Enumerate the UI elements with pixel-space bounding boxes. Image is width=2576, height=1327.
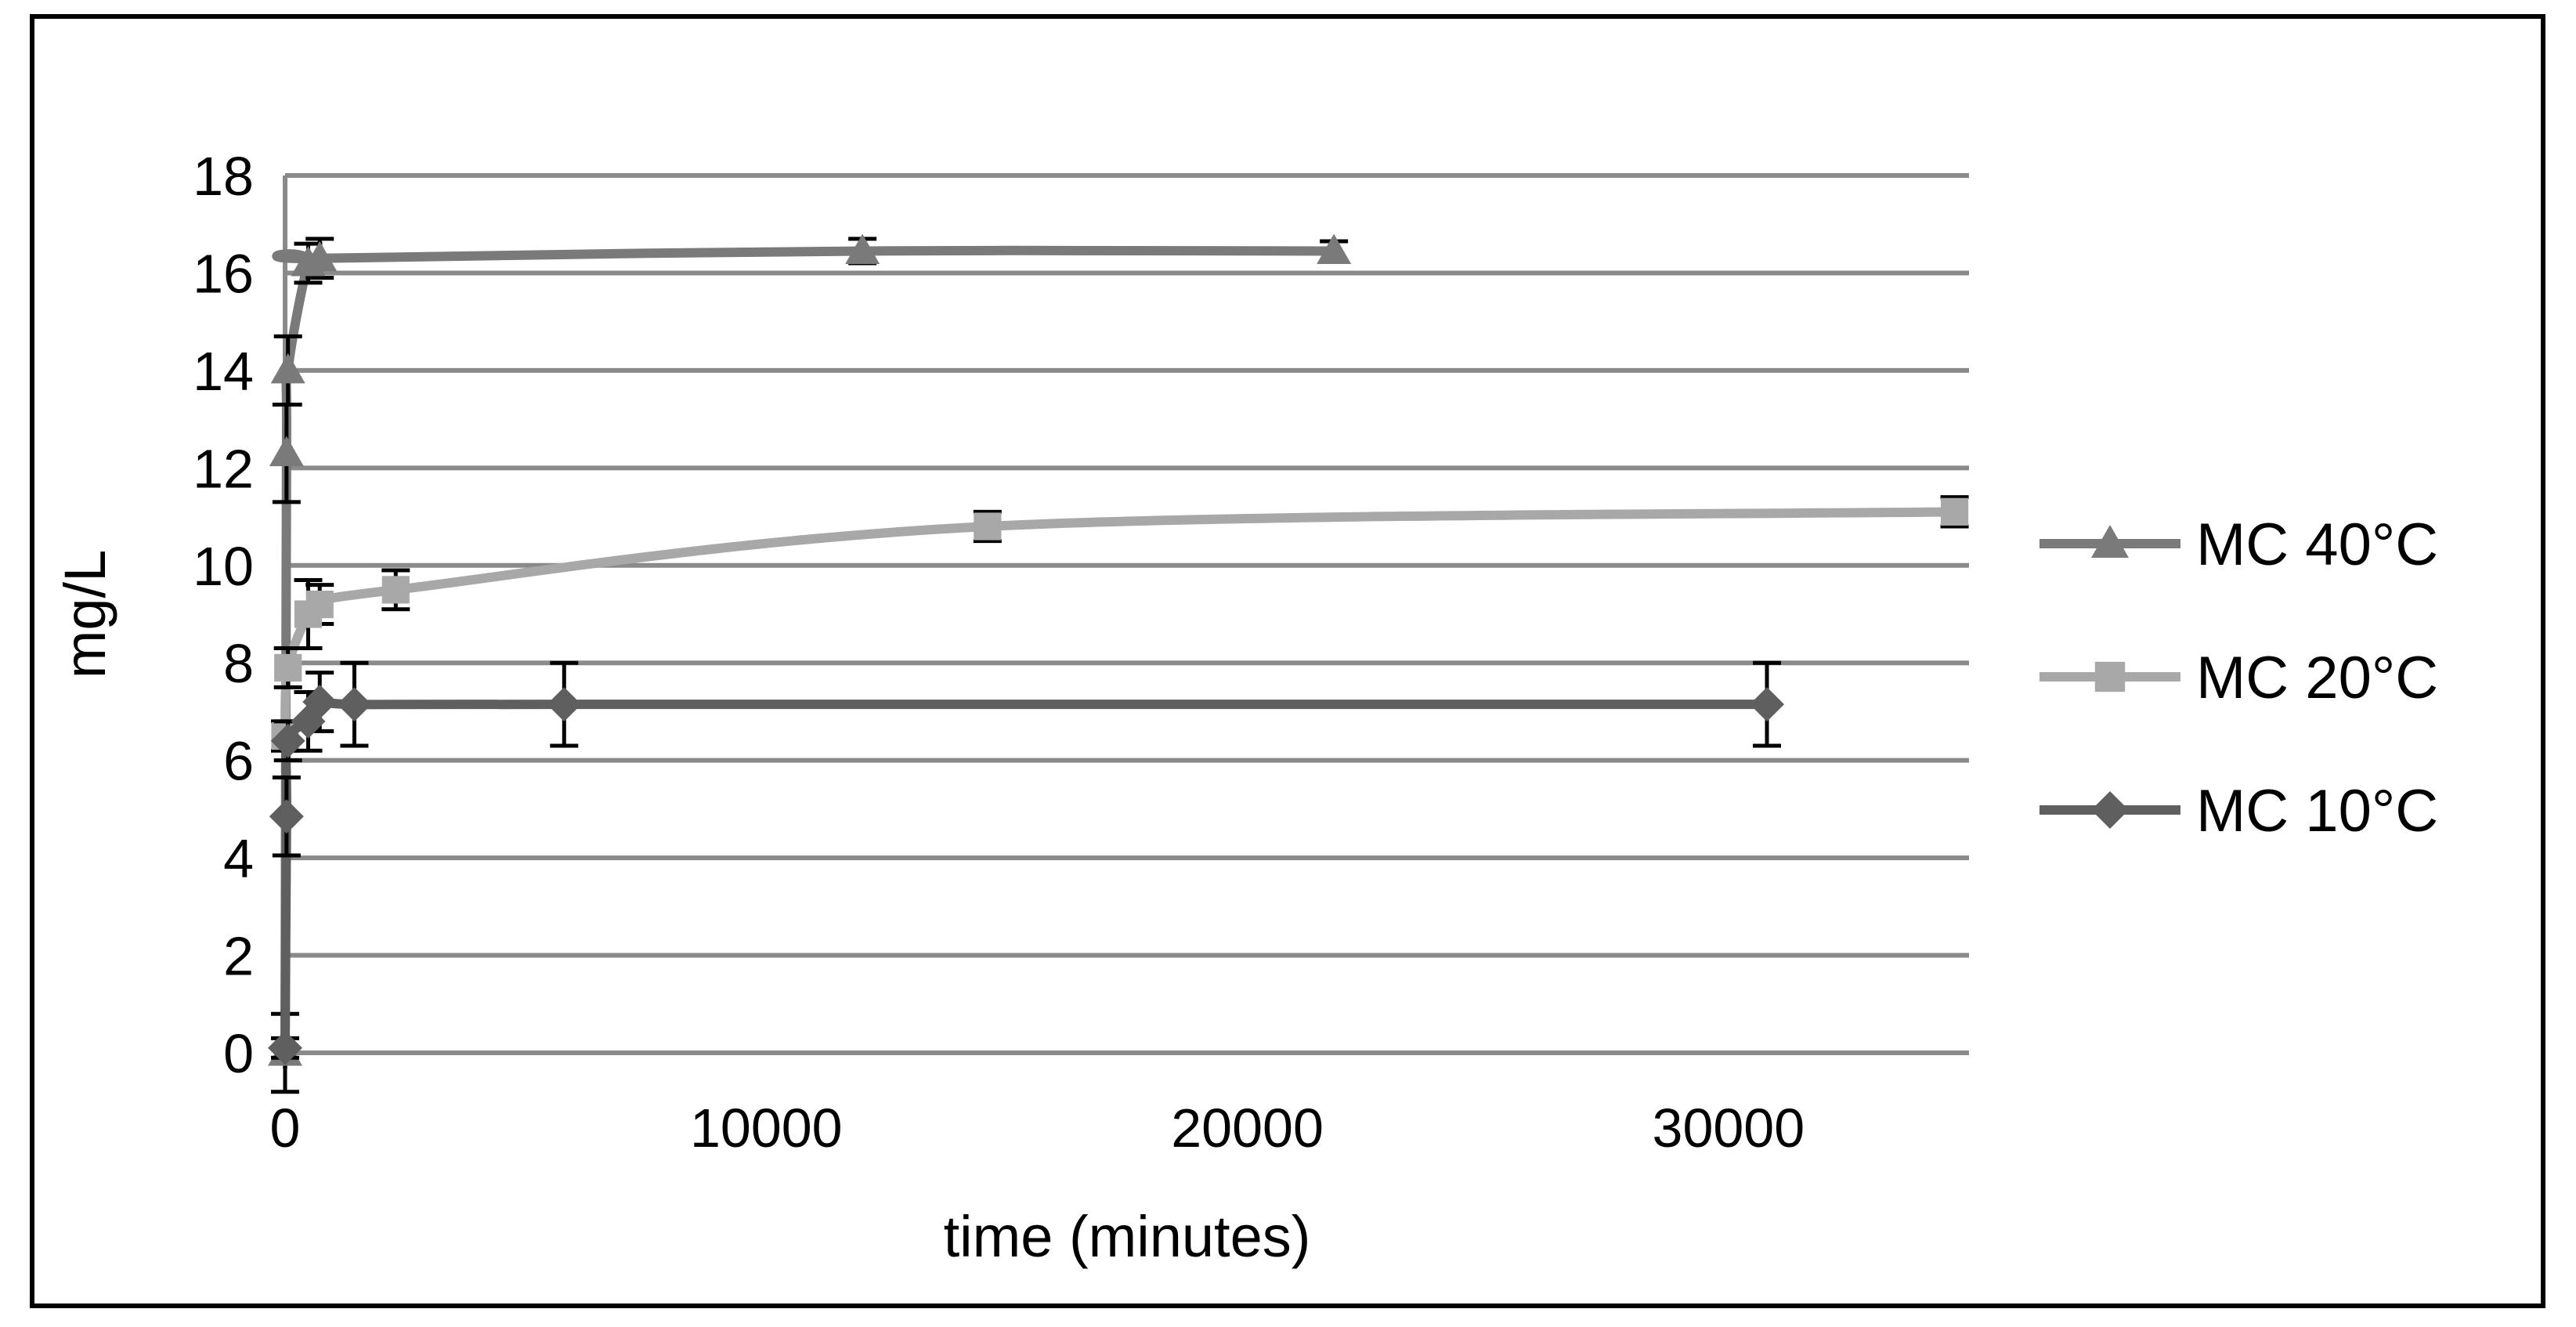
y-tick-label: 16 [193, 243, 254, 304]
x-tick-label: 0 [270, 1097, 301, 1159]
data-point [845, 233, 880, 264]
gridlines [285, 173, 1969, 1055]
y-tick-label: 18 [193, 146, 254, 207]
y-tick-label: 0 [223, 1023, 254, 1084]
data-point [302, 685, 338, 719]
legend-marker [2094, 661, 2126, 692]
data-point [547, 687, 582, 722]
tick-labels: 0 2 4 6 8 10 12 14 16 18 0 10000 20000 30000 [193, 146, 1805, 1159]
data-point [337, 687, 372, 722]
series-line [272, 245, 1335, 1054]
series-diamond [268, 660, 1784, 1065]
x-tick-label: 30000 [1653, 1097, 1805, 1159]
y-tick-label: 6 [223, 731, 254, 792]
data-point [1750, 687, 1784, 722]
series-square [271, 495, 1969, 753]
legend: MC 40°C MC 20°C MC 10°C [2039, 512, 2438, 844]
data-point [270, 353, 305, 384]
legend-marker [2091, 525, 2129, 558]
series-line [280, 696, 1767, 1048]
legend-label: MC 40°C [2196, 512, 2438, 578]
legend-label: MC 20°C [2196, 645, 2438, 711]
y-tick-label: 14 [193, 341, 254, 402]
data-point [302, 240, 338, 272]
line-chart: 0 2 4 6 8 10 12 14 16 18 0 10000 20000 30000 time (mi… [52, 146, 2438, 1269]
data-point [381, 576, 410, 604]
data-point [974, 512, 1002, 541]
data-point [1940, 497, 1969, 526]
data-point [269, 436, 304, 467]
legend-item: MC 20°C [2039, 645, 2438, 711]
legend-item: MC 10°C [2039, 778, 2438, 844]
y-tick-label: 2 [223, 926, 254, 987]
y-axis-title: mg/L [52, 550, 117, 679]
y-tick-label: 12 [193, 438, 254, 499]
legend-item: MC 40°C [2039, 512, 2438, 578]
data-point [1317, 233, 1352, 264]
legend-marker [2091, 791, 2129, 829]
data-point [268, 1030, 302, 1065]
series-group [268, 233, 1969, 1094]
y-tick-label: 10 [193, 536, 254, 597]
chart-frame: 0 2 4 6 8 10 12 14 16 18 0 10000 20000 30000 time (mi… [30, 14, 2545, 1308]
y-tick-label: 8 [223, 633, 254, 694]
data-point [269, 799, 304, 834]
x-axis-title: time (minutes) [944, 1204, 1311, 1269]
data-point [270, 723, 305, 758]
x-tick-label: 20000 [1171, 1097, 1324, 1159]
x-tick-label: 10000 [690, 1097, 843, 1159]
legend-label: MC 10°C [2196, 778, 2438, 844]
data-point [274, 653, 302, 682]
data-point [305, 590, 334, 619]
y-tick-label: 4 [223, 828, 254, 889]
